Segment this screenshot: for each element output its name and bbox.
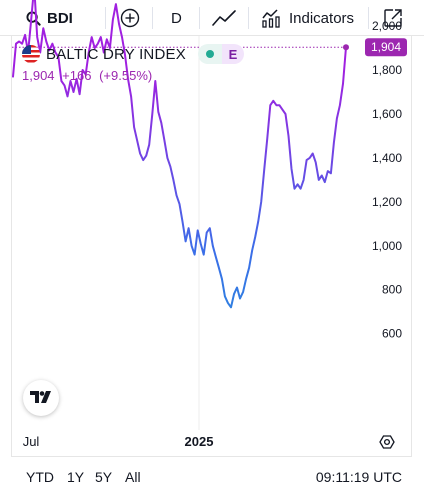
utc-clock[interactable]: 09:11:19 UTC <box>315 469 402 485</box>
interval-button[interactable]: D <box>171 0 182 36</box>
price-change: +166 <box>62 68 92 83</box>
exchange-badge[interactable]: E <box>221 44 244 64</box>
toolbar-divider <box>152 7 153 29</box>
toolbar-divider <box>105 7 106 29</box>
open-external-icon <box>384 9 402 27</box>
x-tick-label: Jul <box>23 434 40 449</box>
y-tick-label: 600 <box>382 327 402 341</box>
tradingview-logo-icon <box>30 391 51 403</box>
x-tick-label: 2025 <box>185 434 214 449</box>
price-chart: 6008001,0001,2001,4001,6001,8002,0002,20… <box>12 0 407 449</box>
interval-label: D <box>171 9 182 27</box>
chart-pane[interactable] <box>11 36 412 456</box>
y-tick-label: 1,200 <box>372 195 402 209</box>
y-tick-label: 800 <box>382 283 402 297</box>
range-1y-button[interactable]: 1Y <box>67 469 85 485</box>
toolbar-divider <box>199 7 200 29</box>
series-line <box>12 0 347 309</box>
indicators-label: Indicators <box>289 9 355 27</box>
range-ytd-button[interactable]: YTD <box>26 469 54 485</box>
price-change-percent: (+9.55%) <box>99 68 153 83</box>
last-price-label: 1,904 <box>371 40 401 54</box>
y-tick-label: 1,600 <box>372 107 402 121</box>
indicators-icon <box>262 9 280 28</box>
toolbar-divider <box>368 7 369 29</box>
tradingview-logo[interactable] <box>23 380 59 416</box>
y-tick-label: 1,000 <box>372 239 402 253</box>
range-5y-button[interactable]: 5Y <box>95 469 113 485</box>
line-chart-icon <box>212 10 236 26</box>
toolbar-divider <box>248 7 249 29</box>
plus-circle-icon <box>120 8 140 28</box>
y-tick-label: 1,800 <box>372 63 402 77</box>
chart-style-button[interactable] <box>212 0 236 36</box>
indicators-button[interactable]: Indicators <box>261 0 354 36</box>
range-all-button[interactable]: All <box>125 469 141 485</box>
top-toolbar: BDI D Indicators <box>0 0 424 36</box>
price-summary: 1,904 +166 (+9.55%) <box>22 68 156 83</box>
compare-add-button[interactable] <box>120 0 140 36</box>
y-tick-label: 1,400 <box>372 151 402 165</box>
bottom-toolbar: YTD 1Y 5Y All 09:11:19 UTC <box>11 456 412 496</box>
us-flag-icon <box>22 45 40 63</box>
market-status-badge[interactable] <box>197 44 222 64</box>
last-price-tag: 1,904 <box>365 38 407 57</box>
y-tick-label: 2,000 <box>372 19 402 33</box>
series-name: BALTIC DRY INDEX <box>46 45 186 63</box>
symbol-label: BDI <box>47 9 73 27</box>
series-legend[interactable]: BALTIC DRY INDEX E <box>22 44 244 64</box>
status-dot-icon <box>205 50 214 58</box>
last-point-marker <box>343 44 349 51</box>
price-scale: 6008001,0001,2001,4001,6001,8002,0002,20… <box>372 19 402 341</box>
fullscreen-button[interactable] <box>383 0 403 36</box>
scale-settings-icon[interactable] <box>379 435 395 449</box>
last-price: 1,904 <box>22 68 55 83</box>
